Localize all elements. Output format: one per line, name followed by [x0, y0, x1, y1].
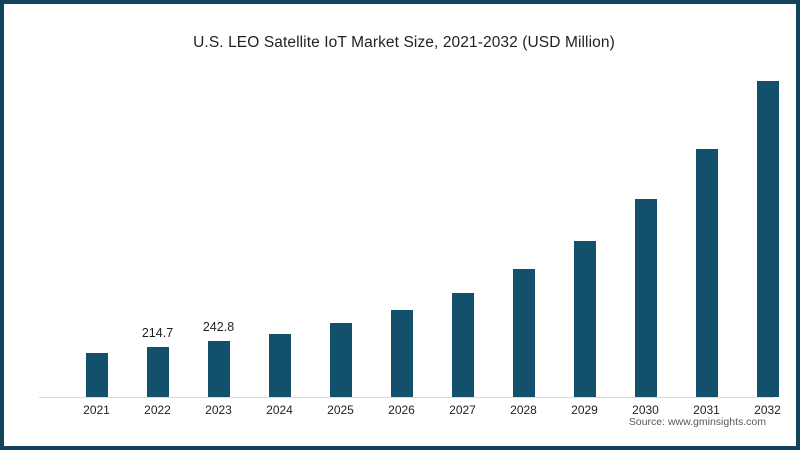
bar-group — [737, 74, 796, 397]
bar-group — [493, 74, 554, 397]
bar-group — [676, 74, 737, 397]
x-axis-tick-label: 2031 — [693, 403, 720, 417]
bar-group: 214.7 — [127, 74, 188, 397]
bar — [634, 198, 657, 397]
x-axis-tick-label: 2026 — [388, 403, 415, 417]
x-axis-tick-label: 2030 — [632, 403, 659, 417]
source-note: Source: www.gminsights.com — [628, 416, 766, 428]
x-axis-tick-label: 2027 — [449, 403, 476, 417]
plot-area: 214.7 242.8 — [39, 74, 779, 397]
bar-group — [249, 74, 310, 397]
x-axis-tick-label: 2029 — [571, 403, 598, 417]
bar — [573, 241, 596, 397]
x-axis-tick-label: 2025 — [327, 403, 354, 417]
bar-group — [615, 74, 676, 397]
x-axis-line — [39, 397, 774, 398]
bar-value-label: 242.8 — [202, 319, 235, 334]
bar-group: 242.8 — [188, 74, 249, 397]
bar — [695, 149, 718, 397]
bar — [451, 292, 474, 397]
bar-group — [310, 74, 371, 397]
bar — [146, 347, 169, 397]
bar — [85, 352, 108, 397]
bar-group — [66, 74, 127, 397]
bar — [207, 340, 230, 397]
bar — [390, 309, 413, 397]
bar — [756, 80, 779, 397]
x-axis-tick-label: 2022 — [144, 403, 171, 417]
bar — [329, 323, 352, 397]
x-axis-tick-label: 2023 — [205, 403, 232, 417]
bar-group — [371, 74, 432, 397]
x-axis-tick-label: 2024 — [266, 403, 293, 417]
bar-group — [554, 74, 615, 397]
bar-group — [432, 74, 493, 397]
x-axis-tick-label: 2021 — [83, 403, 110, 417]
chart-title: U.S. LEO Satellite IoT Market Size, 2021… — [193, 34, 615, 51]
bar — [512, 268, 535, 397]
x-axis-tick-label: 2028 — [510, 403, 537, 417]
bar — [268, 334, 291, 397]
bar-value-label: 214.7 — [141, 326, 174, 341]
x-axis-tick-label: 2032 — [754, 403, 781, 417]
